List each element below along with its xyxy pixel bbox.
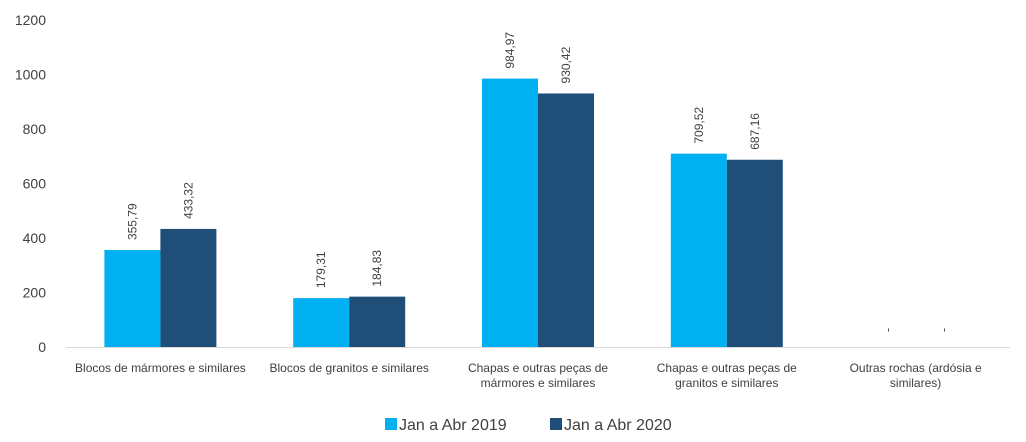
y-tick-label: 200	[23, 285, 47, 301]
bar	[726, 159, 783, 347]
x-tick-label: Chapas e outras peças de granitos e simil…	[657, 361, 797, 390]
y-tick-label: 400	[23, 230, 47, 246]
bar	[482, 78, 538, 347]
data-labels-group: 355,79 433,32 179,31 184,83 984,97 930,42 709,…	[125, 32, 950, 332]
y-tick-label: 0	[38, 339, 46, 355]
data-label: 179,31	[314, 251, 328, 288]
y-tick-label: 1000	[15, 67, 46, 83]
x-axis: Blocos de mármores e similares Blocos de …	[75, 361, 982, 390]
bar	[104, 250, 161, 347]
y-tick-label: 1200	[15, 12, 46, 28]
x-tick-label: Blocos de mármores e similares	[75, 361, 246, 375]
x-tick-label: Outras rochas (ardósia e similares)	[850, 361, 982, 390]
data-label: 355,79	[125, 203, 139, 240]
y-tick-label: 800	[23, 121, 47, 137]
data-label: 709,52	[692, 107, 706, 144]
bar	[160, 228, 217, 347]
y-axis: 0 200 400 600 800 1000 1200	[15, 12, 46, 355]
y-tick-label: 600	[23, 176, 47, 192]
legend-swatch	[385, 418, 397, 430]
bar	[293, 298, 350, 347]
legend-label: Jan a Abr 2019	[399, 417, 507, 434]
legend-swatch	[550, 418, 562, 430]
data-label: 984,97	[503, 32, 517, 69]
bar	[349, 296, 406, 347]
data-label: 433,32	[181, 182, 195, 219]
x-tick-label: Chapas e outras peças de mármores e simil…	[468, 361, 608, 390]
data-label: 184,83	[370, 250, 384, 287]
bar	[670, 153, 727, 347]
data-label: -	[881, 328, 895, 332]
data-label: 687,16	[748, 113, 762, 150]
legend: Jan a Abr 2019 Jan a Abr 2020	[385, 417, 672, 434]
x-tick-label: Blocos de granitos e similares	[269, 361, 428, 375]
data-label: -	[937, 328, 951, 332]
bar	[538, 93, 594, 348]
legend-label: Jan a Abr 2020	[564, 417, 672, 434]
bars-group	[104, 78, 783, 348]
data-label: 930,42	[559, 46, 573, 83]
